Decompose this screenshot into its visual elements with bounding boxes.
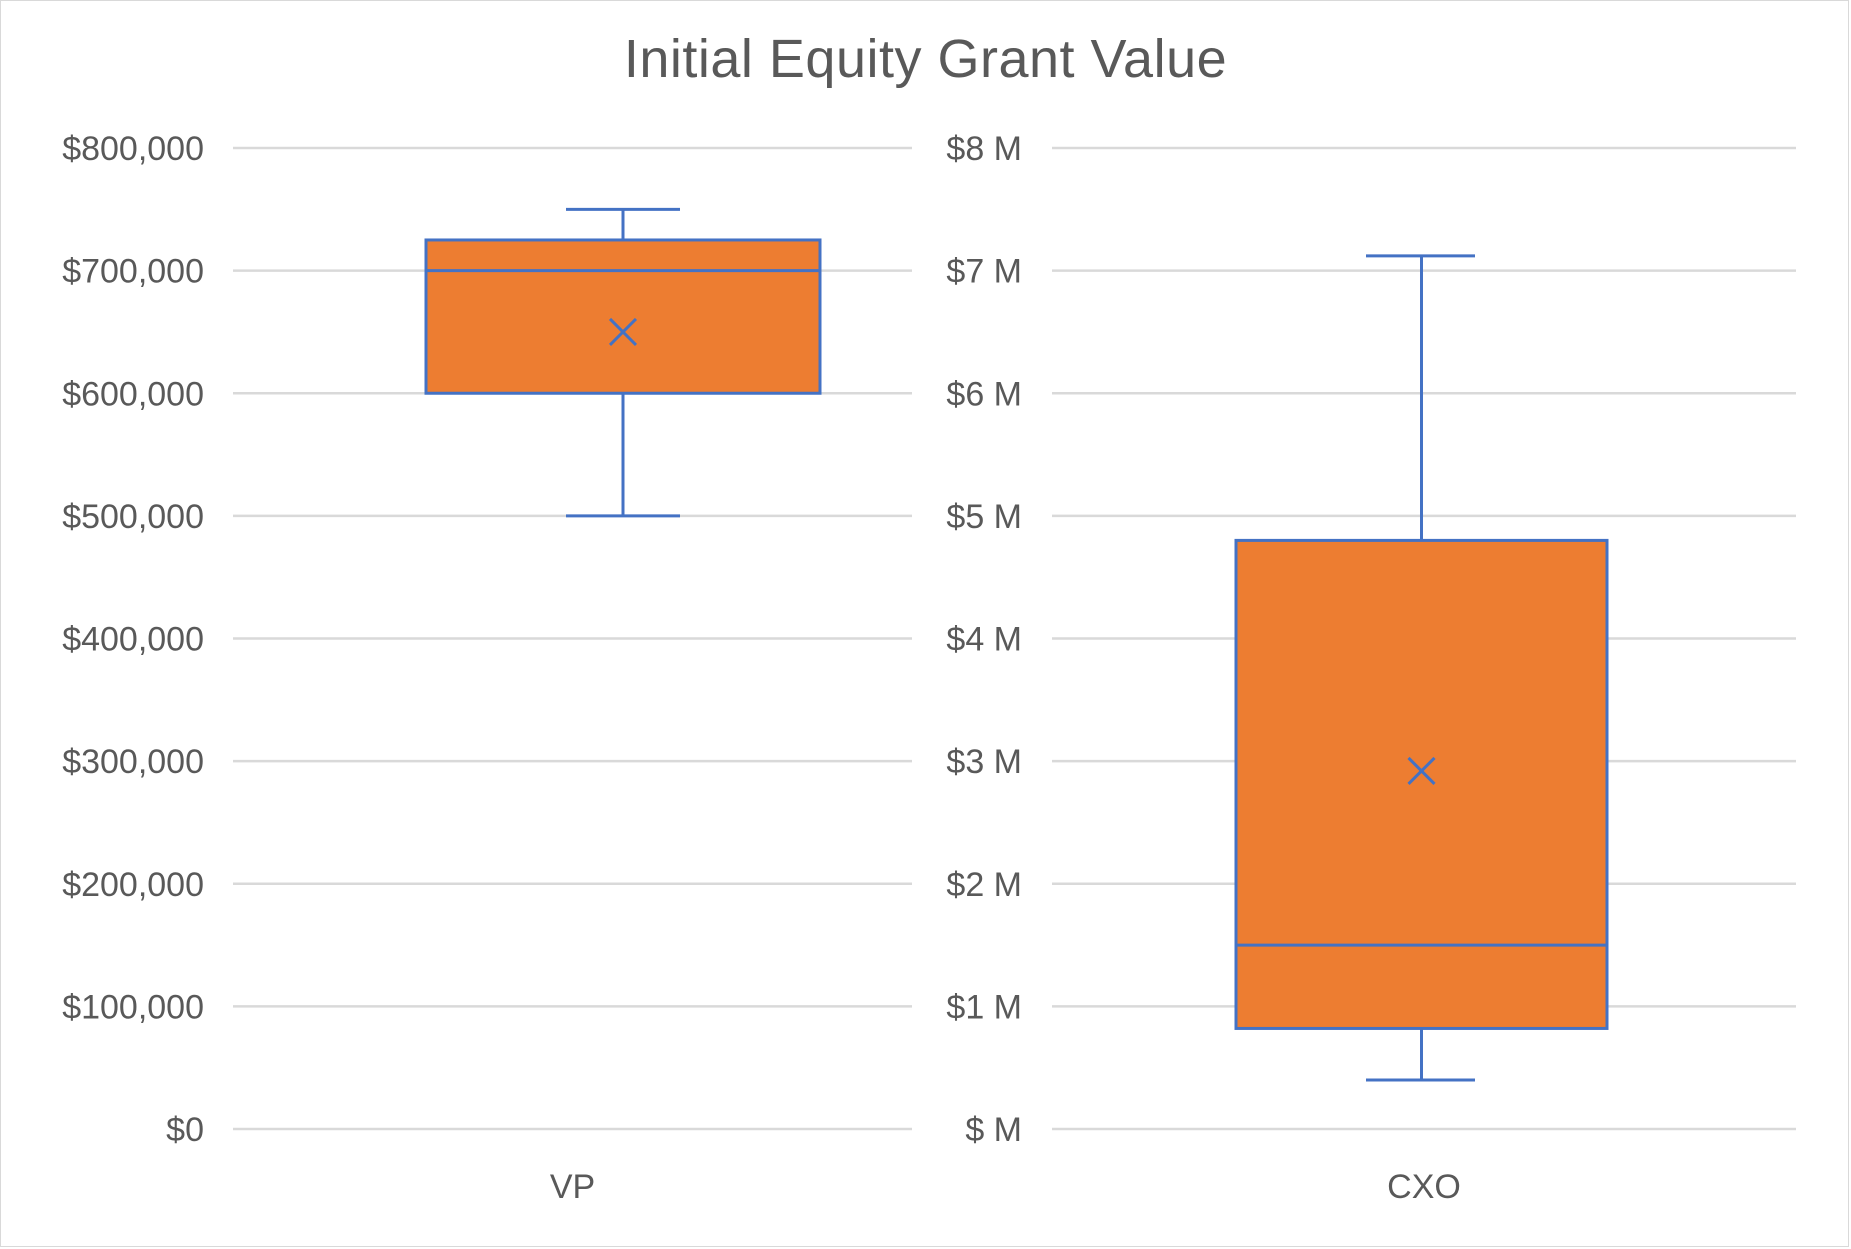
cxo-y-tick-label: $2 M	[946, 866, 1022, 904]
vp-y-tick-label: $400,000	[62, 621, 204, 659]
cxo-y-tick-label: $1 M	[946, 988, 1022, 1026]
cxo-y-tick-label: $3 M	[946, 743, 1022, 781]
vp-y-tick-label: $0	[166, 1111, 204, 1149]
cxo-box	[1234, 538, 1609, 1030]
cxo-y-tick-label: $5 M	[946, 498, 1022, 536]
vp-y-tick-label: $100,000	[62, 988, 204, 1026]
cxo-y-tick-label: $4 M	[946, 621, 1022, 659]
cxo-y-tick-label: $6 M	[946, 375, 1022, 413]
cxo-y-tick-label: $ M	[965, 1111, 1022, 1149]
vp-y-tick-label: $700,000	[62, 253, 204, 291]
cxo-y-tick-label: $7 M	[946, 253, 1022, 291]
cxo-mean-marker	[1407, 756, 1436, 785]
vp-box	[424, 238, 822, 395]
cxo-category-label: CXO	[1387, 1168, 1461, 1206]
cxo-y-tick-label: $8 M	[946, 130, 1022, 168]
vp-y-tick-label: $200,000	[62, 866, 204, 904]
vp-y-tick-label: $600,000	[62, 375, 204, 413]
chart-title: Initial Equity Grant Value	[623, 29, 1228, 89]
vp-y-tick-label: $500,000	[62, 498, 204, 536]
vp-category-label: VP	[550, 1168, 595, 1206]
vp-mean-marker	[608, 317, 638, 346]
vp-y-tick-label: $300,000	[62, 743, 204, 781]
vp-y-tick-label: $800,000	[62, 130, 204, 168]
